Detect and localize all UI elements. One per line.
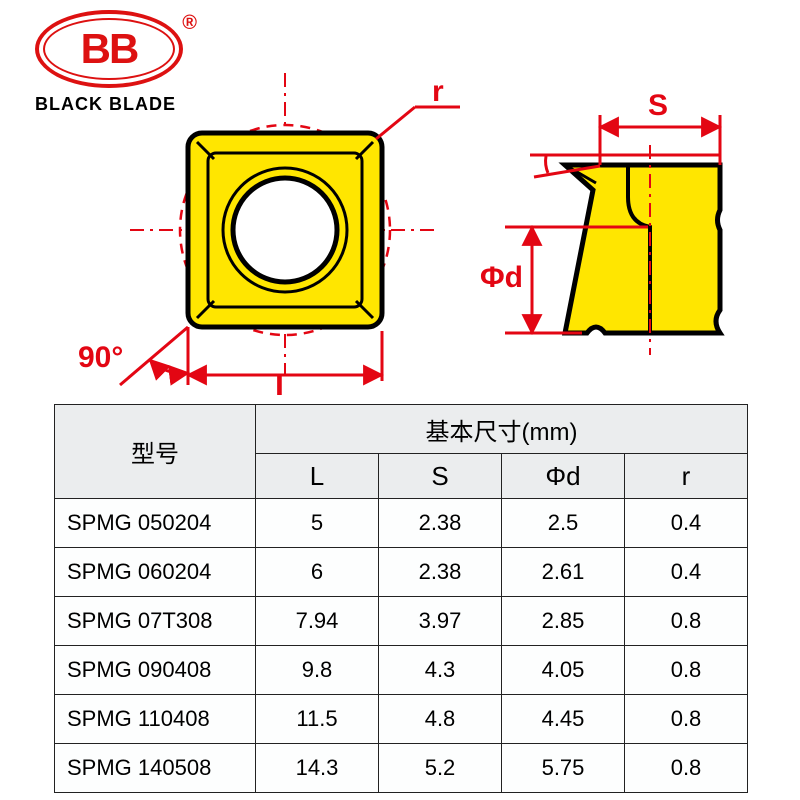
col-model: 型号 [55, 405, 256, 499]
table-row: SPMG 05020452.382.50.4 [55, 499, 748, 548]
cell-L: 14.3 [256, 744, 379, 793]
cell-model: SPMG 060204 [55, 548, 256, 597]
insert-side-view [565, 145, 720, 355]
cell-phid: 5.75 [502, 744, 625, 793]
cell-model: SPMG 110408 [55, 695, 256, 744]
cell-L: 6 [256, 548, 379, 597]
cell-phid: 2.5 [502, 499, 625, 548]
page-root: BB ® BLACK BLADE [0, 0, 800, 800]
cell-S: 5.2 [379, 744, 502, 793]
col-S: S [379, 454, 502, 499]
cell-model: SPMG 050204 [55, 499, 256, 548]
cell-S: 4.8 [379, 695, 502, 744]
cell-model: SPMG 090408 [55, 646, 256, 695]
label-L: L [275, 370, 295, 395]
cell-phid: 4.45 [502, 695, 625, 744]
cell-r: 0.8 [625, 744, 748, 793]
cell-S: 2.38 [379, 548, 502, 597]
label-phid: Φd [480, 261, 523, 294]
col-dims-group: 基本尺寸(mm) [256, 405, 748, 454]
logo-registered-icon: ® [182, 12, 197, 35]
insert-top-view [188, 133, 382, 327]
cell-S: 3.97 [379, 597, 502, 646]
diagram-svg: r 90° L [0, 55, 800, 395]
cell-phid: 2.85 [502, 597, 625, 646]
col-r: r [625, 454, 748, 499]
cell-model: SPMG 07T308 [55, 597, 256, 646]
cell-r: 0.4 [625, 548, 748, 597]
cell-r: 0.8 [625, 646, 748, 695]
col-L: L [256, 454, 379, 499]
cell-model: SPMG 140508 [55, 744, 256, 793]
logo-bb-text: BB [81, 25, 138, 73]
dimension-diagram: r 90° L [0, 55, 800, 395]
cell-phid: 4.05 [502, 646, 625, 695]
table-row: SPMG 14050814.35.25.750.8 [55, 744, 748, 793]
cell-r: 0.8 [625, 695, 748, 744]
cell-phid: 2.61 [502, 548, 625, 597]
cell-L: 11.5 [256, 695, 379, 744]
label-S: S [648, 89, 668, 122]
table-row: SPMG 11040811.54.84.450.8 [55, 695, 748, 744]
table-body: SPMG 05020452.382.50.4SPMG 06020462.382.… [55, 499, 748, 793]
cell-S: 2.38 [379, 499, 502, 548]
label-angle: 90° [78, 341, 123, 374]
col-phid: Φd [502, 454, 625, 499]
table-row: SPMG 06020462.382.610.4 [55, 548, 748, 597]
dimensions-table: 型号 基本尺寸(mm) L S Φd r SPMG 05020452.382.5… [54, 404, 748, 793]
cell-r: 0.4 [625, 499, 748, 548]
cell-L: 5 [256, 499, 379, 548]
table-row: SPMG 0904089.84.34.050.8 [55, 646, 748, 695]
label-r: r [432, 75, 444, 108]
cell-L: 9.8 [256, 646, 379, 695]
cell-L: 7.94 [256, 597, 379, 646]
cell-r: 0.8 [625, 597, 748, 646]
table-row: SPMG 07T3087.943.972.850.8 [55, 597, 748, 646]
cell-S: 4.3 [379, 646, 502, 695]
